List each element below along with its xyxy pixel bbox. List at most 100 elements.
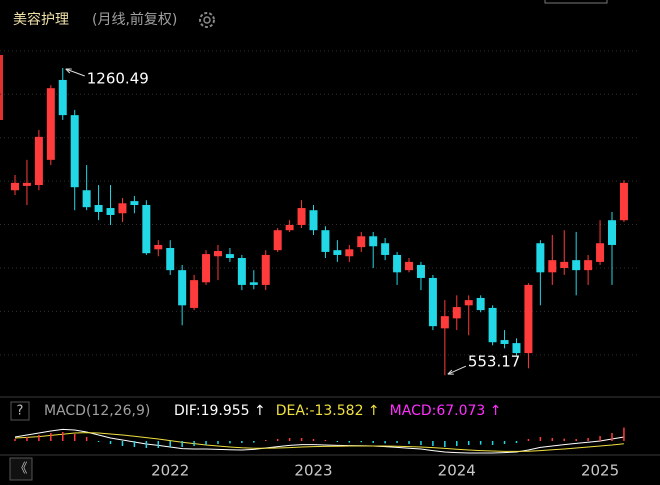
macd-bar xyxy=(324,440,327,441)
macd-bar xyxy=(575,439,577,441)
candle-body xyxy=(405,261,414,271)
macd-bar xyxy=(336,441,339,442)
macd-bar xyxy=(420,441,422,445)
annotation-arrow xyxy=(447,365,467,375)
annotation-arrow xyxy=(65,68,85,77)
candle-body xyxy=(548,260,557,273)
candle-body xyxy=(452,307,461,319)
candle-body xyxy=(572,260,581,271)
gear-inner xyxy=(203,16,211,24)
annotation: 1260.49 xyxy=(87,70,149,88)
gear-outer xyxy=(199,12,215,28)
candle-body xyxy=(213,251,222,257)
candle-body xyxy=(82,190,91,208)
macd-bar xyxy=(396,441,398,443)
candle-body xyxy=(393,254,402,273)
candle-body xyxy=(190,280,199,308)
x-tick-label: 2025 xyxy=(581,462,619,480)
candle-body xyxy=(584,260,593,271)
candle-body xyxy=(142,205,151,254)
macd-bar xyxy=(264,440,267,441)
macd-bar xyxy=(623,427,625,441)
candle-body xyxy=(416,264,425,278)
candle-body xyxy=(440,316,449,329)
macd-bar xyxy=(205,441,207,445)
candle-body xyxy=(464,300,473,306)
settings-icon[interactable] xyxy=(199,12,215,28)
candle-body xyxy=(273,230,282,251)
candle-body xyxy=(249,282,258,285)
macd-bar xyxy=(312,439,315,441)
macd-bar xyxy=(527,439,530,441)
macd-bar xyxy=(38,435,40,441)
candle-body xyxy=(560,261,569,268)
macd-bar xyxy=(97,441,100,442)
macd-bar xyxy=(515,441,518,443)
help-icon[interactable]: ? xyxy=(17,404,24,419)
candle-body xyxy=(333,250,342,255)
candle-body xyxy=(154,244,163,250)
macd-bar xyxy=(491,441,494,445)
macd-bar xyxy=(85,437,88,441)
candle-body xyxy=(345,249,354,257)
macd-bar xyxy=(121,441,124,446)
candle-body xyxy=(130,201,139,206)
candle-body xyxy=(106,208,115,215)
macd-bar xyxy=(444,441,446,447)
macd-bar xyxy=(467,441,470,445)
macd-bar xyxy=(26,437,28,441)
candle-body xyxy=(428,277,437,327)
candle-body xyxy=(297,208,306,225)
candle-body xyxy=(369,236,378,247)
candle-body xyxy=(34,136,43,186)
macd-bar xyxy=(229,441,231,444)
macd-bar xyxy=(193,441,195,446)
candle-body xyxy=(321,230,330,252)
collapse-icon[interactable]: 《 xyxy=(14,462,27,477)
macd-bar xyxy=(253,441,255,443)
legend-entry: DIF:19.955 ↑ xyxy=(174,403,266,419)
macd-line xyxy=(14,432,624,452)
macd-bar xyxy=(611,433,613,441)
macd-bar xyxy=(300,438,303,441)
candle-body xyxy=(70,115,79,188)
macd-bar xyxy=(551,438,554,441)
candle-body xyxy=(512,343,521,354)
help-box[interactable] xyxy=(10,401,30,421)
candle-body xyxy=(381,243,390,255)
candle-body xyxy=(261,254,270,285)
candle-body xyxy=(11,182,19,191)
macd-bar xyxy=(14,439,16,441)
candle-body xyxy=(536,243,545,273)
macd-bar xyxy=(145,441,148,448)
candle-body xyxy=(237,257,246,285)
macd-bar xyxy=(241,441,243,443)
candle-body xyxy=(225,254,234,258)
macd-bar xyxy=(62,432,64,441)
top-button[interactable] xyxy=(544,0,608,4)
candle-body xyxy=(524,284,533,354)
candle-body xyxy=(500,340,509,344)
candle-body xyxy=(357,236,366,248)
candle-body xyxy=(309,210,318,231)
macd-bar xyxy=(384,441,386,444)
macd-bar xyxy=(276,439,279,441)
x-tick-label: 2023 xyxy=(294,462,332,480)
macd-bar xyxy=(157,441,160,448)
candle-body xyxy=(596,243,605,262)
macd-bar xyxy=(432,441,434,446)
annotation-arrowhead xyxy=(65,68,72,74)
macd-bar xyxy=(348,441,351,443)
macd-bar xyxy=(133,441,136,447)
candle-body xyxy=(476,297,485,311)
macd-bar xyxy=(539,437,542,441)
macd-bar xyxy=(50,433,52,441)
candle-body xyxy=(46,88,55,160)
macd-bar xyxy=(563,438,565,441)
collapse-box[interactable] xyxy=(9,457,33,481)
macd-bar xyxy=(408,441,410,444)
annotation: 553.17 xyxy=(468,353,520,371)
macd-bar xyxy=(217,441,219,444)
